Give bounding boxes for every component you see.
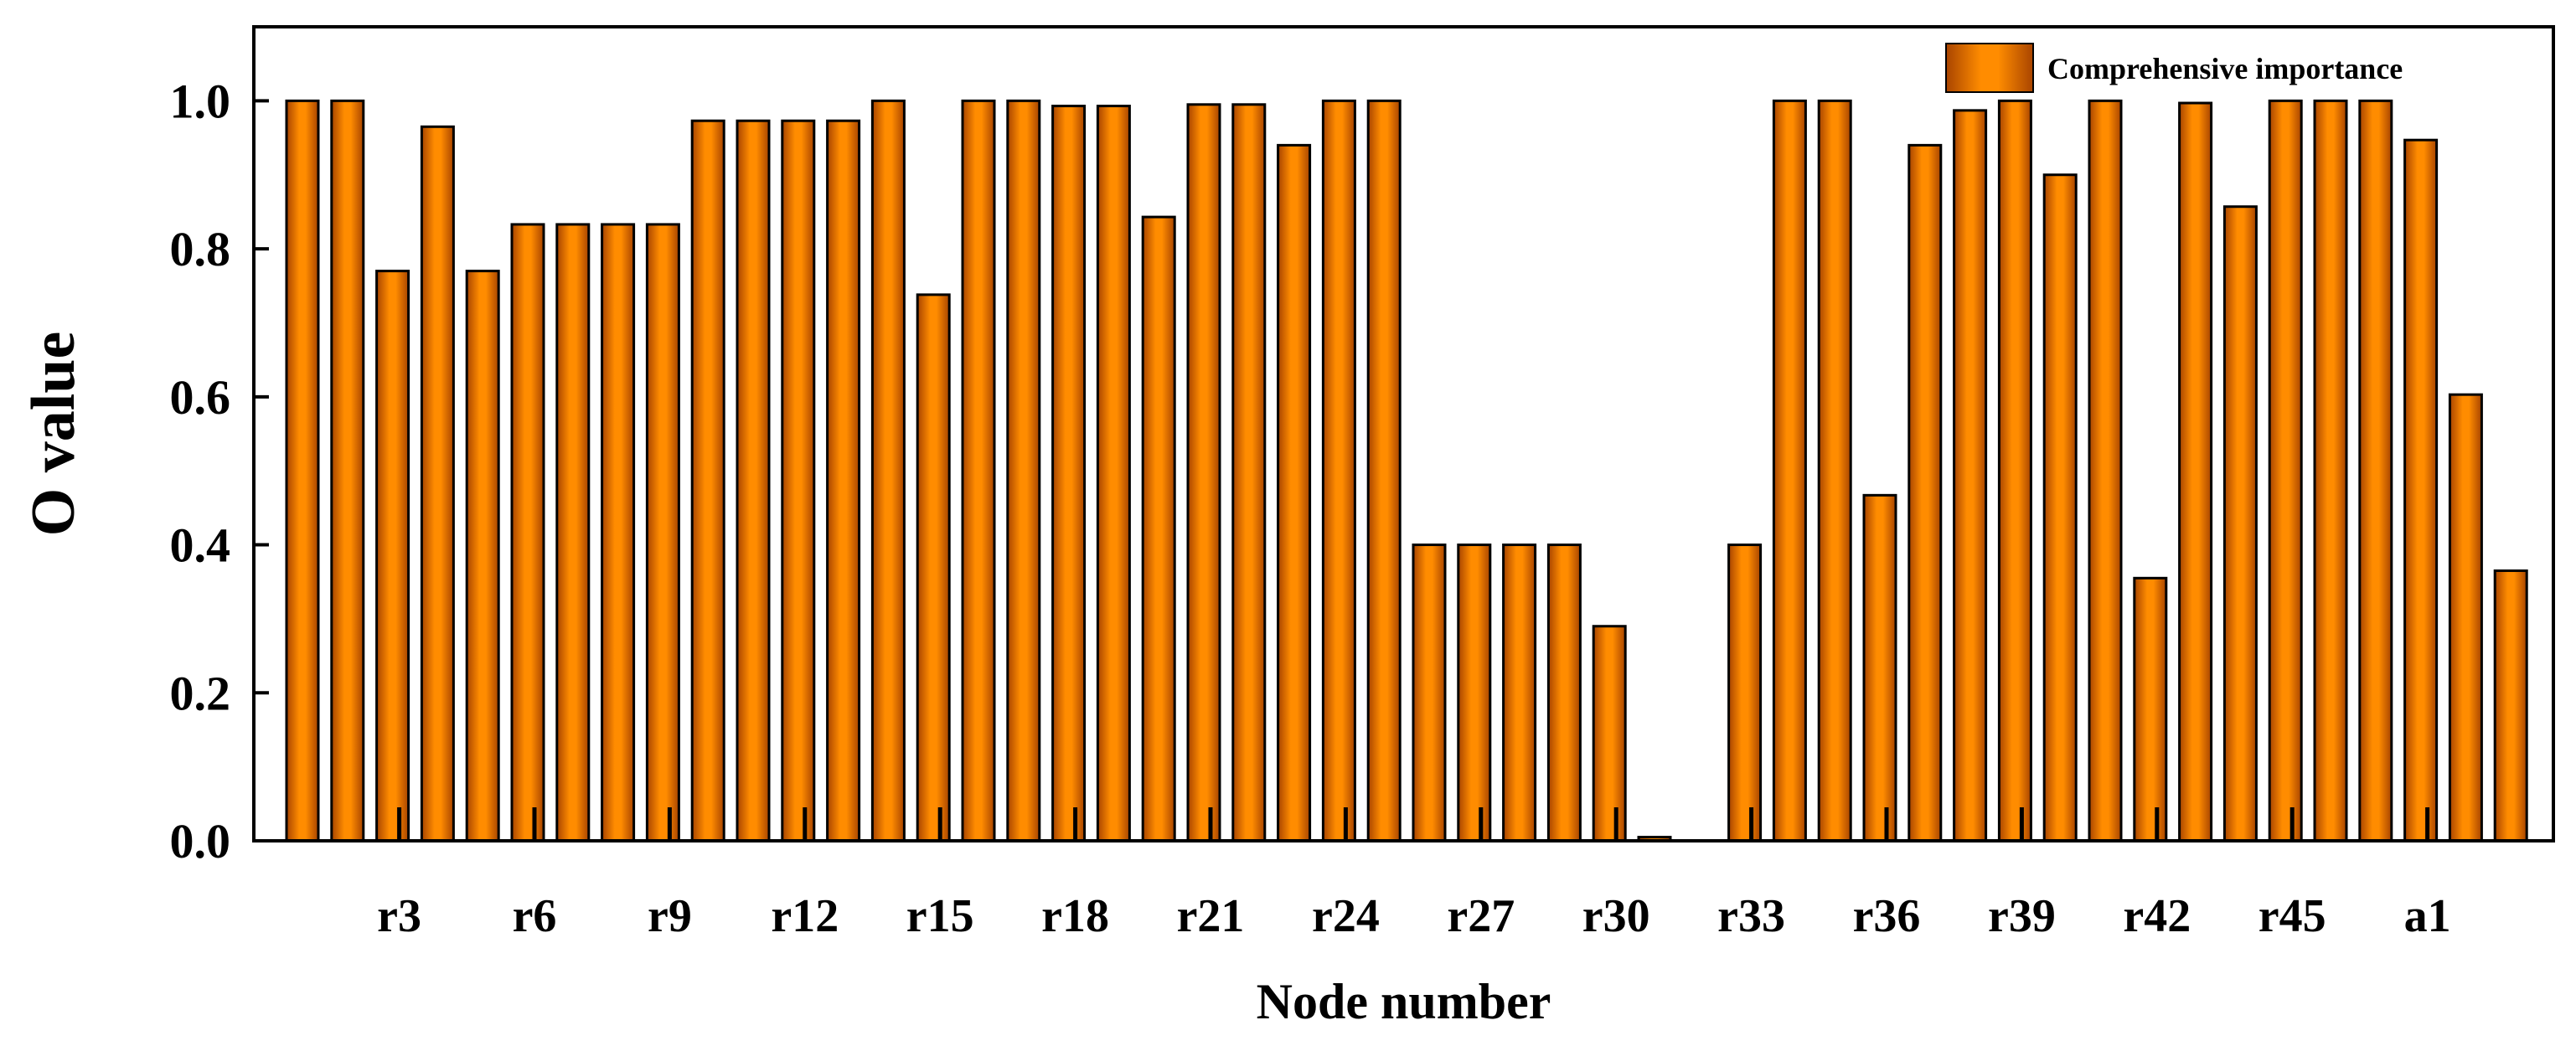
bar-r8 (601, 223, 636, 842)
bar-r46 (2313, 99, 2348, 842)
bar-r37 (1907, 143, 1943, 842)
bar-r39 (1997, 99, 2032, 842)
bar-r10 (690, 119, 725, 842)
bar-r29 (1546, 544, 1582, 842)
bar-r44 (2222, 205, 2258, 842)
bar-r25 (1366, 99, 1402, 842)
legend-label: Comprehensive importance (2047, 52, 2403, 85)
x-axis-label: Node number (1257, 974, 1551, 1029)
bar-r19 (1096, 105, 1131, 842)
x-tick-label: r27 (1447, 890, 1515, 942)
bar-r5 (465, 270, 500, 842)
bar-r2 (330, 99, 365, 842)
y-tick-label: 0.8 (170, 222, 231, 276)
plot-frame (252, 25, 2555, 842)
bar-r4 (420, 125, 455, 842)
y-axis-label: O value (19, 332, 88, 537)
bar-a1 (2403, 138, 2439, 842)
x-tick-label: r3 (377, 890, 421, 942)
x-tick-label: r36 (1853, 890, 1921, 942)
bar-a2 (2448, 393, 2483, 842)
bar-r13 (826, 119, 861, 842)
bar-r9 (645, 223, 680, 842)
bar-r34 (1772, 99, 1807, 842)
bar-r38 (1953, 109, 1988, 842)
legend-swatch (1945, 43, 2034, 93)
x-tick-label: r6 (513, 890, 557, 942)
bar-a3 (2493, 569, 2528, 842)
bar-r14 (870, 99, 906, 842)
x-tick-label: r30 (1582, 890, 1650, 942)
x-tick-label: r9 (648, 890, 692, 942)
x-axis: r3 r6 r9 r12 r15 r18 r21 r24 r27 r30 r33 r36 r39 r42 r… (377, 807, 2451, 942)
y-tick-label: 0.6 (170, 370, 231, 425)
y-tick-label: 0.2 (170, 666, 231, 720)
x-tick-label: r15 (906, 890, 974, 942)
bar-r42 (2133, 576, 2168, 842)
bar-r23 (1277, 143, 1312, 842)
bar-r27 (1457, 544, 1492, 842)
bar-r33 (1727, 544, 1763, 842)
bars-group (285, 99, 2528, 842)
y-tick-label: 1.0 (170, 74, 231, 128)
x-tick-label: r42 (2123, 890, 2191, 942)
bar-r24 (1321, 99, 1356, 842)
y-tick-label: 0.4 (170, 518, 231, 573)
x-tick-label: a1 (2404, 890, 2451, 942)
bar-r35 (1817, 99, 1852, 842)
bar-r15 (916, 293, 951, 842)
bar-r36 (1862, 493, 1897, 842)
x-tick-label: r33 (1717, 890, 1785, 942)
bar-r17 (1006, 99, 1041, 842)
bar-r11 (736, 119, 771, 842)
bar-r30 (1592, 625, 1627, 842)
bar-r7 (555, 223, 591, 842)
x-tick-label: r18 (1041, 890, 1109, 942)
x-tick-label: r12 (771, 890, 839, 942)
bar-r40 (2042, 173, 2078, 842)
bar-r28 (1502, 544, 1537, 842)
bar-r22 (1231, 103, 1267, 842)
bar-r21 (1186, 103, 1221, 842)
bar-r16 (961, 99, 996, 842)
bar-r43 (2178, 101, 2213, 842)
bar-r26 (1412, 544, 1447, 842)
bar-r18 (1051, 105, 1087, 842)
bar-r1 (285, 99, 320, 842)
bar-r20 (1141, 215, 1176, 842)
bar-r12 (781, 119, 816, 842)
y-axis: 0.0 0.2 0.4 0.6 0.8 1.0 (170, 74, 269, 868)
x-tick-label: r45 (2259, 890, 2326, 942)
x-tick-label: r24 (1312, 890, 1380, 942)
bar-r47 (2358, 99, 2393, 842)
x-tick-label: r21 (1177, 890, 1245, 942)
bar-r41 (2088, 99, 2123, 842)
legend: Comprehensive importance (1945, 43, 2403, 93)
bar-r45 (2268, 99, 2303, 842)
y-tick-label: 0.0 (170, 814, 231, 868)
bar-r6 (510, 223, 545, 842)
bar-r3 (375, 270, 410, 842)
x-tick-label: r39 (1988, 890, 2056, 942)
